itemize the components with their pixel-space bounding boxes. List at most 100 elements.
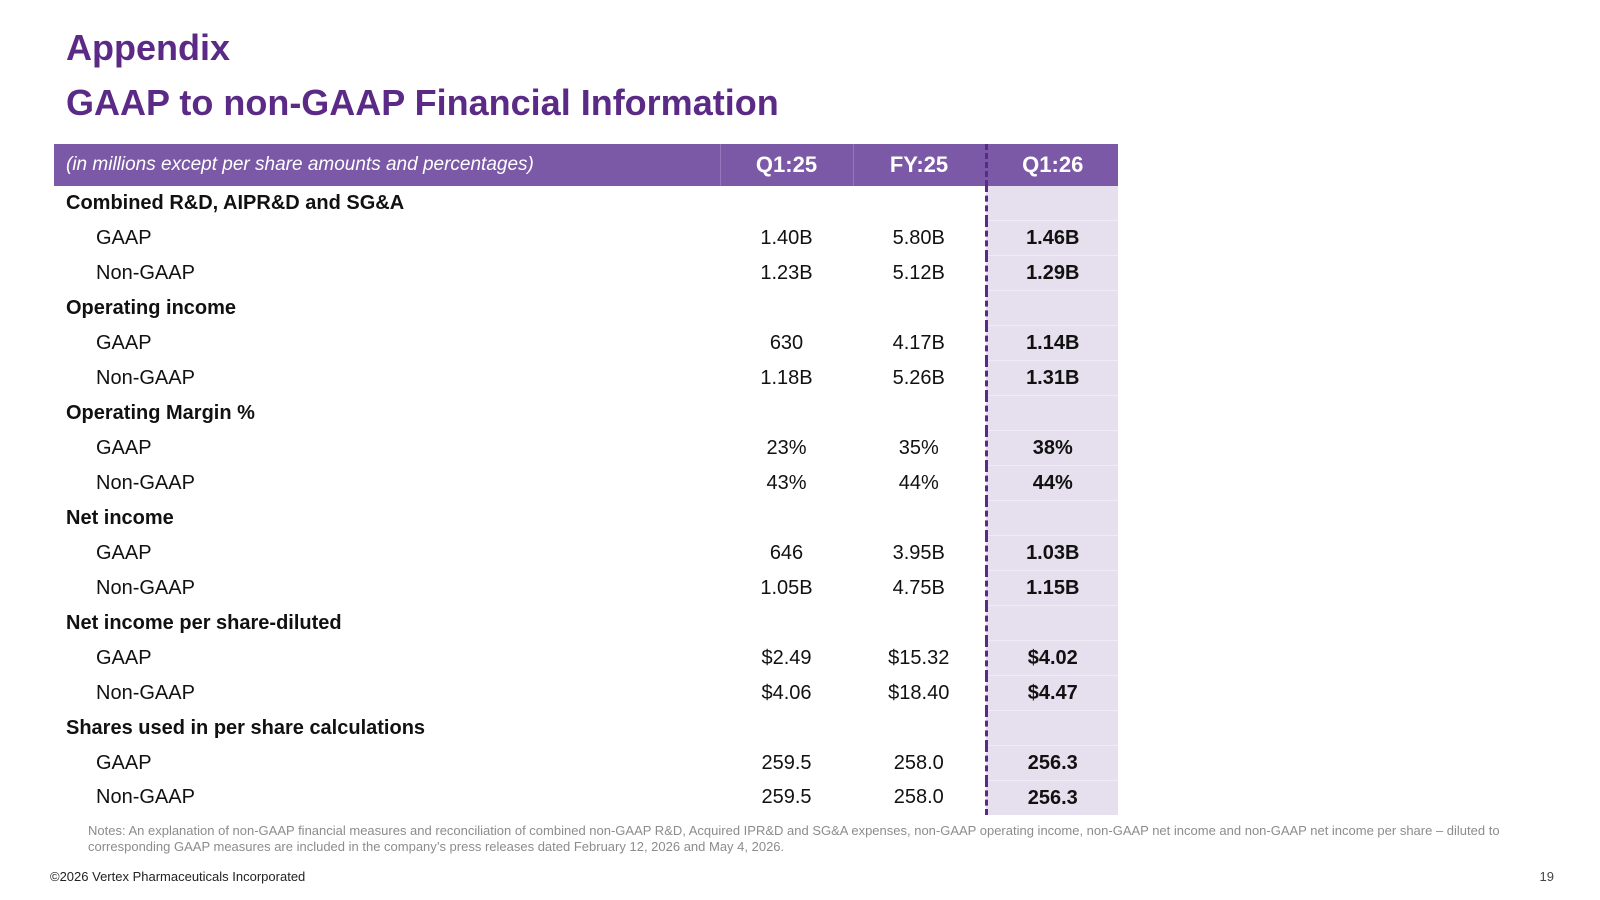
- cell-q1-26: 38%: [984, 430, 1118, 466]
- row-label: GAAP: [96, 436, 152, 459]
- table-row: Non-GAAP $4.06 $18.40 $4.47: [54, 675, 1118, 711]
- table-row: GAAP 630 4.17B 1.14B: [54, 325, 1118, 361]
- cell-fy-25: 3.95B: [892, 541, 945, 564]
- row-label: Non-GAAP: [96, 471, 195, 494]
- row-label: Non-GAAP: [96, 261, 195, 284]
- row-label: GAAP: [96, 751, 152, 774]
- cell-fy-25: 258.0: [893, 751, 944, 774]
- cell-q1-26: [984, 395, 1118, 431]
- table-row: GAAP 1.40B 5.80B 1.46B: [54, 220, 1118, 256]
- cell-q1-25: 1.18B: [760, 366, 813, 389]
- cell-fy-25: $15.32: [888, 646, 950, 669]
- cell-q1-26: 1.15B: [984, 570, 1118, 606]
- cell-q1-26: [984, 710, 1118, 746]
- cell-q1-26: 44%: [984, 465, 1118, 501]
- table-group-row: Shares used in per share calculations: [54, 710, 1118, 746]
- cell-q1-26: [984, 605, 1118, 641]
- row-label: Non-GAAP: [96, 366, 195, 389]
- group-label: Operating income: [66, 296, 237, 319]
- table-group-row: Net income: [54, 500, 1118, 536]
- table-row: Non-GAAP 259.5 258.0 256.3: [54, 780, 1118, 815]
- cell-q1-26: [984, 186, 1118, 221]
- cell-fy-25: 5.26B: [892, 366, 945, 389]
- slide-subtitle: GAAP to non-GAAP Financial Information: [66, 82, 779, 123]
- cell-q1-25: $2.49: [761, 646, 812, 669]
- table-group-row: Net income per share-diluted: [54, 605, 1118, 641]
- cell-q1-25: 1.05B: [760, 576, 813, 599]
- cell-q1-25: 259.5: [761, 751, 812, 774]
- cell-q1-26: [984, 500, 1118, 536]
- row-label: Non-GAAP: [96, 786, 195, 809]
- table-row: GAAP 646 3.95B 1.03B: [54, 535, 1118, 571]
- cell-fy-25: 258.0: [893, 786, 944, 809]
- cell-q1-26: $4.47: [984, 675, 1118, 711]
- table-row: GAAP $2.49 $15.32 $4.02: [54, 640, 1118, 676]
- cell-q1-25: 43%: [766, 471, 807, 494]
- cell-fy-25: 5.12B: [892, 261, 945, 284]
- table-row: GAAP 259.5 258.0 256.3: [54, 745, 1118, 781]
- cell-q1-26: 256.3: [984, 745, 1118, 781]
- header-q1-25: Q1:25: [720, 144, 854, 186]
- slide-title: Appendix: [66, 27, 231, 68]
- cell-q1-25: 1.23B: [760, 261, 813, 284]
- cell-fy-25: [853, 186, 986, 221]
- row-label: GAAP: [96, 646, 152, 669]
- table-header-row: (in millions except per share amounts an…: [54, 144, 1118, 186]
- table-body: Combined R&D, AIPR&D and SG&A GAAP 1.40B 5.…: [54, 186, 1118, 815]
- row-label: GAAP: [96, 331, 152, 354]
- table-row: GAAP 23% 35% 38%: [54, 430, 1118, 466]
- group-label: Shares used in per share calculations: [66, 716, 426, 739]
- cell-q1-25: [720, 396, 853, 431]
- cell-q1-26: $4.02: [984, 640, 1118, 676]
- cell-q1-26: 1.31B: [984, 360, 1118, 396]
- cell-q1-26: 1.29B: [984, 255, 1118, 291]
- group-label: Net income per share-diluted: [66, 611, 342, 634]
- cell-q1-25: [720, 711, 853, 746]
- row-label: GAAP: [96, 226, 152, 249]
- financial-table-container: (in millions except per share amounts an…: [54, 144, 1118, 815]
- cell-fy-25: [853, 396, 986, 431]
- row-label: GAAP: [96, 541, 152, 564]
- cell-q1-25: [720, 186, 853, 221]
- table-group-row: Operating Margin %: [54, 395, 1118, 431]
- copyright: ©2026 Vertex Pharmaceuticals Incorporate…: [50, 869, 306, 884]
- cell-q1-25: [720, 606, 853, 641]
- cell-q1-25: $4.06: [761, 681, 812, 704]
- group-label: Combined R&D, AIPR&D and SG&A: [66, 191, 405, 214]
- cell-fy-25: [853, 606, 986, 641]
- header-units-note: (in millions except per share amounts an…: [54, 144, 721, 186]
- cell-q1-26: 1.46B: [984, 220, 1118, 256]
- cell-q1-25: 259.5: [761, 786, 812, 809]
- cell-q1-25: 23%: [766, 436, 807, 459]
- footnote: Notes: An explanation of non-GAAP financ…: [88, 823, 1500, 854]
- cell-fy-25: [853, 501, 986, 536]
- cell-q1-26: 256.3: [984, 780, 1118, 815]
- cell-fy-25: 4.75B: [892, 576, 945, 599]
- table-row: Non-GAAP 43% 44% 44%: [54, 465, 1118, 501]
- cell-fy-25: 35%: [898, 436, 939, 459]
- group-label: Net income: [66, 506, 174, 529]
- cell-q1-26: 1.14B: [984, 325, 1118, 361]
- cell-q1-25: 646: [769, 541, 804, 564]
- cell-fy-25: 44%: [898, 471, 939, 494]
- group-label: Operating Margin %: [66, 401, 255, 424]
- cell-q1-25: 1.40B: [760, 226, 813, 249]
- header-fy-25: FY:25: [853, 144, 987, 186]
- row-label: Non-GAAP: [96, 576, 195, 599]
- table-row: Non-GAAP 1.05B 4.75B 1.15B: [54, 570, 1118, 606]
- table-row: Non-GAAP 1.23B 5.12B 1.29B: [54, 255, 1118, 291]
- cell-q1-26: [984, 290, 1118, 326]
- cell-q1-25: 630: [769, 331, 804, 354]
- table-row: Non-GAAP 1.18B 5.26B 1.31B: [54, 360, 1118, 396]
- header-q1-26: Q1:26: [984, 144, 1118, 186]
- cell-fy-25: 4.17B: [892, 331, 945, 354]
- cell-q1-26: 1.03B: [984, 535, 1118, 571]
- cell-fy-25: 5.80B: [892, 226, 945, 249]
- cell-fy-25: [853, 711, 986, 746]
- cell-fy-25: $18.40: [888, 681, 950, 704]
- financial-table: (in millions except per share amounts an…: [54, 144, 1118, 815]
- page-number: 19: [1539, 869, 1554, 884]
- table-group-row: Combined R&D, AIPR&D and SG&A: [54, 186, 1118, 221]
- cell-q1-25: [720, 291, 853, 326]
- cell-fy-25: [853, 291, 986, 326]
